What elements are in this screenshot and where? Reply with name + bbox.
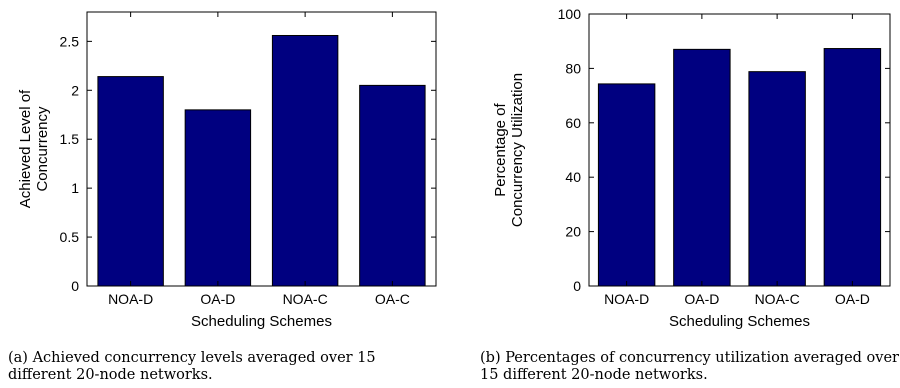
bar-4	[823, 48, 882, 287]
x-tick-label: NOA-D	[108, 291, 153, 307]
y-tick-label: 40	[565, 169, 581, 185]
y-tick-label: 1	[71, 180, 79, 196]
y-axis-title-line-2: Concurrency	[34, 106, 51, 192]
x-axis-title: Scheduling Schemes	[669, 313, 810, 330]
y-tick-label: 0	[573, 278, 581, 294]
x-tick-label: OA-D	[835, 291, 870, 307]
chart-a: 0 0.5 1 1.5 2 2.5 NOA-D OA-D NOA-C OA-C Scheduling…	[17, 11, 437, 330]
chart-b: 0 20 40 60 80 100 NOA-D OA-D NOA-C OA-D Scheduling…	[492, 6, 891, 330]
y-tick-label: 2	[71, 82, 79, 98]
x-tick-label: OA-D	[200, 291, 235, 307]
plot-frame	[588, 13, 891, 287]
y-tick-label: 100	[558, 6, 582, 22]
x-tick-label: OA-C	[375, 291, 410, 307]
caption-b: (b) Percentages of concurrency utilizati…	[480, 350, 899, 383]
bar-4	[359, 84, 426, 287]
y-axis-title-line-1: Percentage of	[492, 102, 509, 196]
bar-3	[271, 34, 339, 287]
caption-a: (a) Achieved concurrency levels averaged…	[8, 350, 376, 383]
x-tick-label: NOA-C	[283, 291, 328, 307]
bar-2	[184, 109, 252, 287]
bar-1	[97, 76, 164, 287]
y-tick-label: 1.5	[60, 131, 80, 147]
y-tick-label: 80	[565, 60, 581, 76]
x-axis-title: Scheduling Schemes	[191, 313, 332, 330]
bar-2	[673, 48, 731, 287]
x-tick-label: NOA-D	[604, 291, 649, 307]
y-tick-label: 20	[565, 224, 581, 240]
y-tick-label: 0	[71, 278, 79, 294]
x-tick-label: OA-D	[684, 291, 719, 307]
y-tick-label: 60	[565, 115, 581, 131]
plot-frame	[86, 11, 437, 287]
bar-3	[748, 71, 806, 287]
bar-1	[597, 83, 656, 287]
x-tick-label: NOA-C	[755, 291, 800, 307]
y-axis-title-line-2: Concurrency Utilization	[509, 73, 526, 227]
y-tick-label: 2.5	[60, 33, 80, 49]
y-axis-title-line-1: Achieved Level of	[17, 89, 34, 208]
y-tick-label: 0.5	[60, 229, 80, 245]
